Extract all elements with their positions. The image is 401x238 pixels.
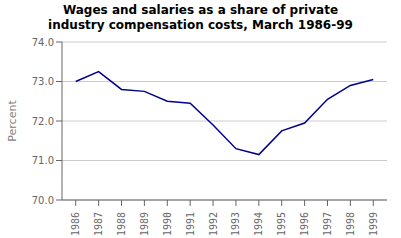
svg-text:1995: 1995 — [276, 212, 287, 236]
svg-text:1999: 1999 — [368, 212, 379, 236]
svg-text:1998: 1998 — [345, 212, 356, 236]
svg-text:Percent: Percent — [6, 100, 19, 142]
html-text:industry compensation costs, M: industry compensation costs, March 1986-… — [48, 18, 353, 32]
svg-text:1986: 1986 — [70, 212, 81, 236]
svg-text:71.0: 71.0 — [32, 155, 54, 166]
html-text:Wages and salaries as a share: Wages and salaries as a share of private — [63, 3, 338, 17]
svg-text:72.0: 72.0 — [32, 116, 54, 127]
svg-text:1997: 1997 — [322, 212, 333, 236]
svg-text:70.0: 70.0 — [32, 195, 54, 206]
svg-text:1991: 1991 — [185, 212, 196, 236]
svg-text:1988: 1988 — [116, 212, 127, 236]
svg-text:1990: 1990 — [162, 212, 173, 236]
svg-text:1992: 1992 — [208, 212, 219, 236]
svg-text:1989: 1989 — [139, 212, 150, 236]
svg-text:1996: 1996 — [299, 212, 310, 236]
svg-text:74.0: 74.0 — [32, 37, 54, 48]
svg-text:1994: 1994 — [253, 212, 264, 236]
svg-text:73.0: 73.0 — [32, 76, 54, 87]
svg-text:1993: 1993 — [230, 212, 241, 236]
svg-text:1987: 1987 — [93, 212, 104, 236]
